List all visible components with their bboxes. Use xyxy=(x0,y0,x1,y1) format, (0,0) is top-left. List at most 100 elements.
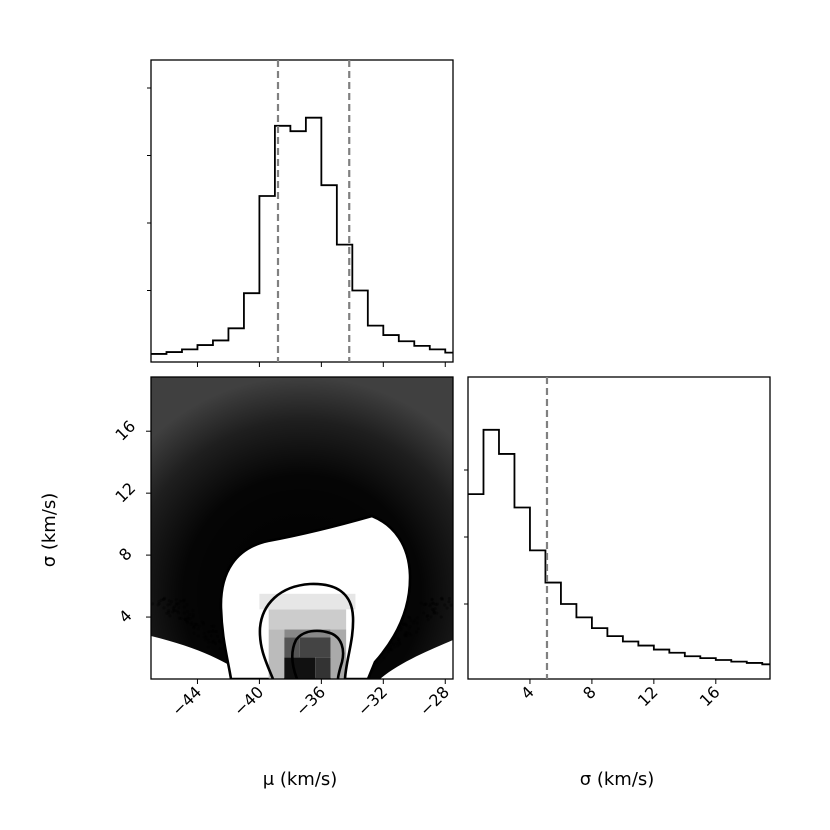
scatter-point xyxy=(409,618,413,622)
y-tick-label: 12 xyxy=(111,479,139,507)
scatter-point xyxy=(389,644,393,649)
scatter-point xyxy=(206,638,211,642)
scatter-point xyxy=(408,624,412,629)
sigma-histogram-step xyxy=(468,428,770,666)
scatter-point xyxy=(217,639,221,643)
scatter-point xyxy=(218,647,222,651)
scatter-point xyxy=(200,620,204,624)
scatter-point xyxy=(440,597,445,601)
scatter-point xyxy=(407,627,411,631)
contour-middle xyxy=(258,582,355,679)
scatter-point xyxy=(206,645,211,649)
scatter-point xyxy=(386,650,390,654)
scatter-point xyxy=(403,633,407,637)
scatter-point xyxy=(433,607,437,611)
x-tick-label: −32 xyxy=(354,682,391,719)
scatter-point xyxy=(403,634,408,638)
scatter-point xyxy=(185,619,189,623)
scatter-point xyxy=(187,613,192,617)
scatter-point xyxy=(192,624,196,629)
scatter-point xyxy=(405,634,409,638)
contour-inner xyxy=(291,629,345,679)
scatter-point xyxy=(207,629,212,634)
scatter-point xyxy=(201,622,206,626)
density-cell xyxy=(268,609,347,630)
mu-sigma-2d-panel: −44 −40 −36 −32 −28 4 8 12 16 xyxy=(111,376,454,720)
scatter-point xyxy=(407,631,412,636)
scatter-point xyxy=(191,613,195,617)
scatter-point xyxy=(447,600,451,604)
scatter-point xyxy=(166,603,170,607)
scatter-point xyxy=(156,603,160,607)
scatter-point xyxy=(211,640,215,644)
scatter-point xyxy=(185,610,190,614)
scatter-point xyxy=(177,605,181,610)
scatter-point xyxy=(219,640,223,645)
x-axis-label-mu: μ (km/s) xyxy=(263,769,338,790)
y-tick-label: 4 xyxy=(115,606,136,627)
scatter-point xyxy=(216,634,220,639)
scatter-point xyxy=(389,647,393,651)
density-cell xyxy=(330,629,347,679)
scatter-point xyxy=(204,635,208,639)
scatter-point xyxy=(183,617,187,621)
scatter-point xyxy=(426,618,430,622)
scatter-point xyxy=(403,622,407,626)
scatter-point xyxy=(202,635,207,639)
scatter-point xyxy=(172,608,176,612)
scatter-point xyxy=(165,611,169,615)
scatter-point xyxy=(162,597,166,601)
scatter-point xyxy=(167,611,171,615)
scatter-point xyxy=(196,627,200,631)
scatter-point xyxy=(434,602,438,607)
y-tick-label: 8 xyxy=(115,544,136,565)
scatter-point xyxy=(431,608,435,612)
scatter-point xyxy=(407,616,412,620)
scatter-point xyxy=(429,602,433,606)
scatter-point xyxy=(167,599,171,603)
scatter-point xyxy=(413,618,417,622)
scatter-point xyxy=(401,622,406,626)
density-cell xyxy=(284,657,316,679)
scatter-point xyxy=(428,604,432,608)
scatter-point xyxy=(432,610,437,614)
scatter-point xyxy=(430,607,434,611)
sigma-histogram-panel: 4 8 12 16 xyxy=(464,376,771,710)
scatter-point xyxy=(409,633,413,637)
mu-sigma-frame xyxy=(150,376,454,680)
mu-histogram-panel xyxy=(147,59,454,367)
scatter-point xyxy=(416,627,420,631)
sigma-histogram-frame xyxy=(467,376,771,680)
scatter-point xyxy=(405,624,409,628)
scatter-point xyxy=(209,634,213,638)
scatter-point xyxy=(186,617,190,621)
scatter-point xyxy=(449,603,453,607)
scatter-point xyxy=(212,639,216,643)
scatter-point xyxy=(173,608,177,613)
scatter-point xyxy=(195,622,199,627)
scatter-point xyxy=(424,602,428,606)
scatter-point xyxy=(178,599,182,603)
scatter-point xyxy=(157,602,161,606)
scatter-point xyxy=(425,614,429,619)
scatter-point xyxy=(390,648,394,652)
scatter-point xyxy=(191,608,195,613)
scatter-point xyxy=(172,605,177,609)
scatter-point xyxy=(415,616,420,620)
scatter-point xyxy=(411,621,416,625)
scatter-point xyxy=(171,606,175,610)
scatter-point xyxy=(429,615,433,619)
scatter-point xyxy=(439,597,443,601)
scatter-point xyxy=(212,624,216,628)
scatter-point xyxy=(206,640,211,645)
scatter-point xyxy=(202,631,206,635)
sigma-histogram-marks xyxy=(468,377,770,679)
scatter-point xyxy=(184,618,188,622)
scatter-point xyxy=(162,606,166,610)
scatter-point xyxy=(397,639,401,643)
scatter-point xyxy=(201,621,206,625)
mu-histogram-frame xyxy=(150,59,454,363)
scatter-point xyxy=(191,615,195,619)
scatter-point xyxy=(171,610,175,614)
x-tick-label: −28 xyxy=(416,682,453,719)
